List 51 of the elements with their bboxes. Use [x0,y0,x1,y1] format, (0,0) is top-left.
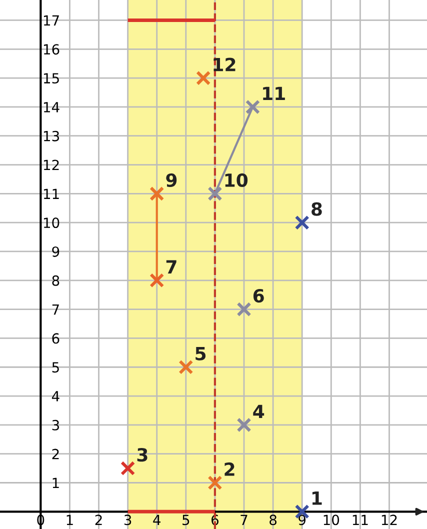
annotation: 7 [166,260,176,274]
point [178,360,194,374]
y-tick-label: 10 [44,218,60,228]
point [245,100,260,114]
y-tick-label: 11 [44,188,59,199]
x-tick-label: 1 [66,514,73,525]
annotation: 9 [166,173,177,187]
y-tick-label: 5 [52,362,59,373]
y-tick-label: 7 [52,304,59,315]
x-tick-label: 2 [95,514,102,525]
point [236,302,252,317]
annotation: 5 [196,347,206,360]
point [236,418,252,432]
x-tick-label: 8 [270,514,277,526]
x-tick-label: 3 [124,514,132,526]
y-tick-label: 9 [52,246,60,257]
annotation: 11 [263,86,285,100]
point [208,186,222,202]
x-tick-label: 10 [324,514,340,526]
annotation: 12 [214,58,236,72]
x-tick-label: 4 [153,514,160,525]
x-tick-label: 5 [182,514,190,526]
x-tick-label: 7 [240,514,248,525]
y-tick-label: 13 [44,130,59,142]
annotation: 2 [224,462,234,476]
point [294,215,310,230]
annotation: 6 [253,288,264,303]
point [150,186,164,202]
y-tick-label: 1 [52,478,59,488]
point [196,70,211,86]
y-tick-label: 3 [52,420,59,430]
y-tick-label: 14 [44,102,60,112]
annotation: 1 [312,492,322,505]
annotation: 3 [137,448,148,462]
x-tick-label: 11 [352,514,368,525]
y-tick-label: 6 [52,333,60,344]
point [120,460,136,476]
y-tick-label: 12 [44,160,59,170]
y-tick-label: 8 [52,275,60,286]
annotation: 8 [312,202,322,216]
y-tick-label: 4 [52,391,60,402]
y-tick-label: 2 [52,448,59,460]
annotation: 4 [253,404,264,418]
x-tick-label: 12 [382,514,397,525]
y-tick-label: 17 [44,15,59,26]
annotation: 10 [225,173,248,187]
y-tick-label: 16 [44,44,60,55]
x-tick-label: 9 [298,514,306,526]
point [208,475,222,490]
y-tick-label: 15 [44,73,59,84]
point [150,273,164,288]
